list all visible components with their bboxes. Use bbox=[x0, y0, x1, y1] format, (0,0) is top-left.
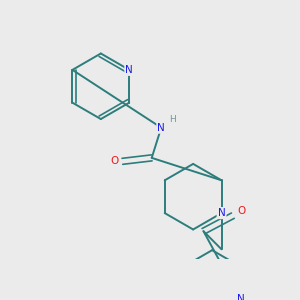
Text: O: O bbox=[110, 156, 119, 166]
Text: H: H bbox=[169, 116, 176, 124]
Text: N: N bbox=[237, 294, 244, 300]
Text: N: N bbox=[218, 208, 225, 218]
Text: O: O bbox=[237, 206, 246, 216]
Text: N: N bbox=[125, 65, 133, 75]
Text: N: N bbox=[157, 123, 165, 133]
